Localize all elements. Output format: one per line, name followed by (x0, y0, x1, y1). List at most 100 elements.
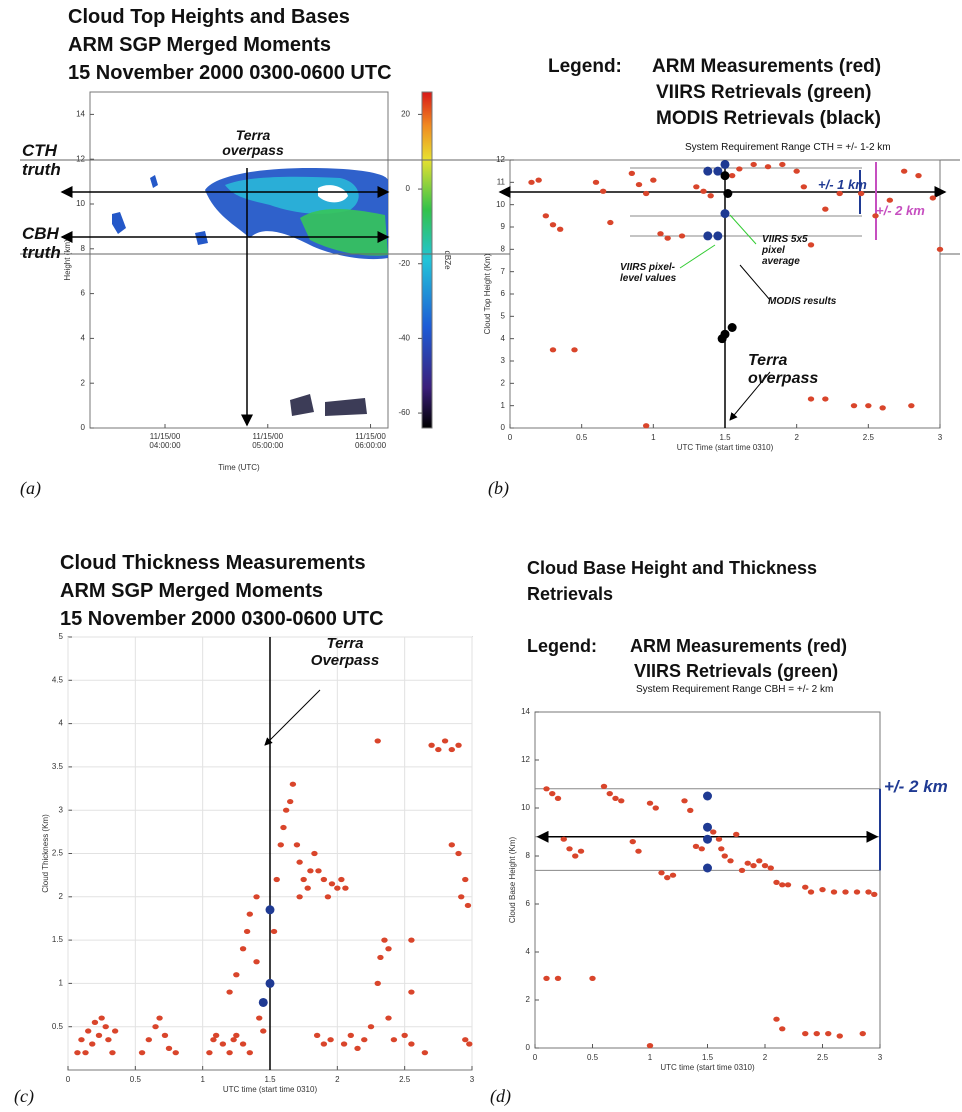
x-tick-label: 11/15/00 05:00:00 (252, 432, 284, 450)
x-tick-label: 2 (335, 1075, 340, 1084)
x-tick-label: 2.5 (399, 1075, 411, 1084)
data-point (311, 850, 318, 857)
data-point (600, 783, 608, 790)
y-tick-label: 0 (501, 423, 506, 432)
data-point (607, 219, 614, 226)
y-tick-label: 12 (496, 155, 505, 164)
y-tick-label: 4 (526, 947, 531, 956)
data-point (145, 1037, 152, 1043)
data-point (703, 791, 712, 801)
x-tick-label: 11/15/00 04:00:00 (149, 432, 181, 450)
data-point (300, 876, 307, 883)
data-point (78, 1037, 85, 1043)
data-point (230, 1037, 237, 1043)
data-point (462, 1037, 469, 1043)
legend-title: Legend: (527, 636, 597, 656)
data-point (448, 746, 455, 753)
y-tick-label: 5 (59, 632, 64, 641)
data-point (293, 842, 301, 848)
colorbar-tick-label: -40 (398, 334, 410, 343)
data-point (698, 846, 705, 852)
colorbar (421, 91, 433, 429)
legend-entry: MODIS Retrievals (black) (656, 108, 881, 129)
plot-area (89, 91, 389, 429)
data-point (528, 179, 535, 185)
y-tick-label: 9 (501, 222, 506, 231)
y-tick-label: 5 (501, 311, 506, 320)
data-point (212, 1032, 220, 1038)
data-point (713, 231, 723, 241)
x-tick-label: 0 (533, 1053, 538, 1062)
data-point (152, 1024, 159, 1030)
y-tick-label: 8 (501, 244, 506, 253)
data-point (111, 1028, 119, 1034)
y-tick-label: 4 (81, 334, 86, 343)
data-point (807, 889, 815, 895)
annotation-line (739, 264, 771, 301)
y-tick-label: 6 (526, 899, 531, 908)
data-point (226, 1050, 233, 1056)
data-point (95, 1032, 103, 1038)
data-point (592, 179, 600, 185)
data-point (802, 884, 809, 890)
x-tick-label: 0.5 (130, 1075, 142, 1084)
data-point (727, 858, 734, 864)
annotation: +/- 1 km (818, 177, 867, 192)
x-axis-label: UTC Time (start time 0310) (677, 443, 774, 452)
data-point (721, 853, 728, 859)
data-point (700, 188, 707, 194)
data-point (703, 863, 712, 873)
panel-label: (a) (20, 478, 41, 498)
data-point (315, 868, 322, 874)
data-point (161, 1032, 169, 1038)
data-point (599, 188, 607, 194)
data-point (239, 1041, 247, 1047)
annotation: CTH truth (22, 141, 61, 179)
data-point (800, 184, 808, 190)
annotation: Terra overpass (748, 352, 819, 387)
data-point (779, 161, 786, 168)
panel-title: 15 November 2000 0300-0600 UTC (68, 62, 392, 84)
annotation: +/- 2 km (884, 777, 948, 796)
x-tick-label: 1 (651, 433, 656, 442)
y-axis-label: Cloud Top Height (Km) (483, 253, 492, 334)
data-point (871, 891, 878, 898)
y-tick-label: 10 (496, 200, 505, 209)
data-point (836, 190, 843, 197)
data-point (761, 863, 769, 869)
colorbar-tick-label: 0 (406, 184, 411, 193)
data-point (635, 181, 643, 188)
x-tick-label: 2.5 (817, 1053, 829, 1062)
annotation: Terra overpass (222, 127, 284, 159)
data-point (915, 173, 922, 179)
panel-title: Cloud Thickness Measurements (60, 552, 366, 574)
data-point (458, 894, 465, 900)
data-point (936, 246, 944, 252)
data-point (441, 738, 449, 744)
panel-title: 15 November 2000 0300-0600 UTC (60, 608, 384, 630)
data-point (435, 746, 442, 753)
x-tick-label: 0.5 (587, 1053, 599, 1062)
data-point (773, 1016, 780, 1022)
data-point (239, 946, 247, 952)
annotation: MODIS results (768, 296, 837, 307)
colorbar-tick-label: 20 (401, 110, 410, 119)
data-point (296, 894, 303, 900)
data-point (377, 954, 384, 961)
y-tick-label: 4 (501, 334, 506, 343)
data-point (361, 1037, 368, 1043)
data-point (277, 842, 284, 848)
y-tick-label: 6 (81, 289, 86, 298)
x-tick-label: 1.5 (702, 1053, 714, 1062)
data-point (464, 902, 472, 909)
data-point (720, 159, 730, 169)
y-tick-label: 6 (501, 289, 506, 298)
data-point (374, 980, 381, 987)
data-point (572, 853, 579, 859)
panel-title: Cloud Base Height and Thickness (527, 558, 818, 578)
data-point (664, 875, 671, 881)
y-tick-label: 2 (526, 995, 531, 1004)
colorbar-label: dBZe (443, 250, 452, 270)
panel-title: Cloud Top Heights and Bases (68, 6, 350, 28)
x-axis-label: Time (UTC) (218, 463, 260, 472)
